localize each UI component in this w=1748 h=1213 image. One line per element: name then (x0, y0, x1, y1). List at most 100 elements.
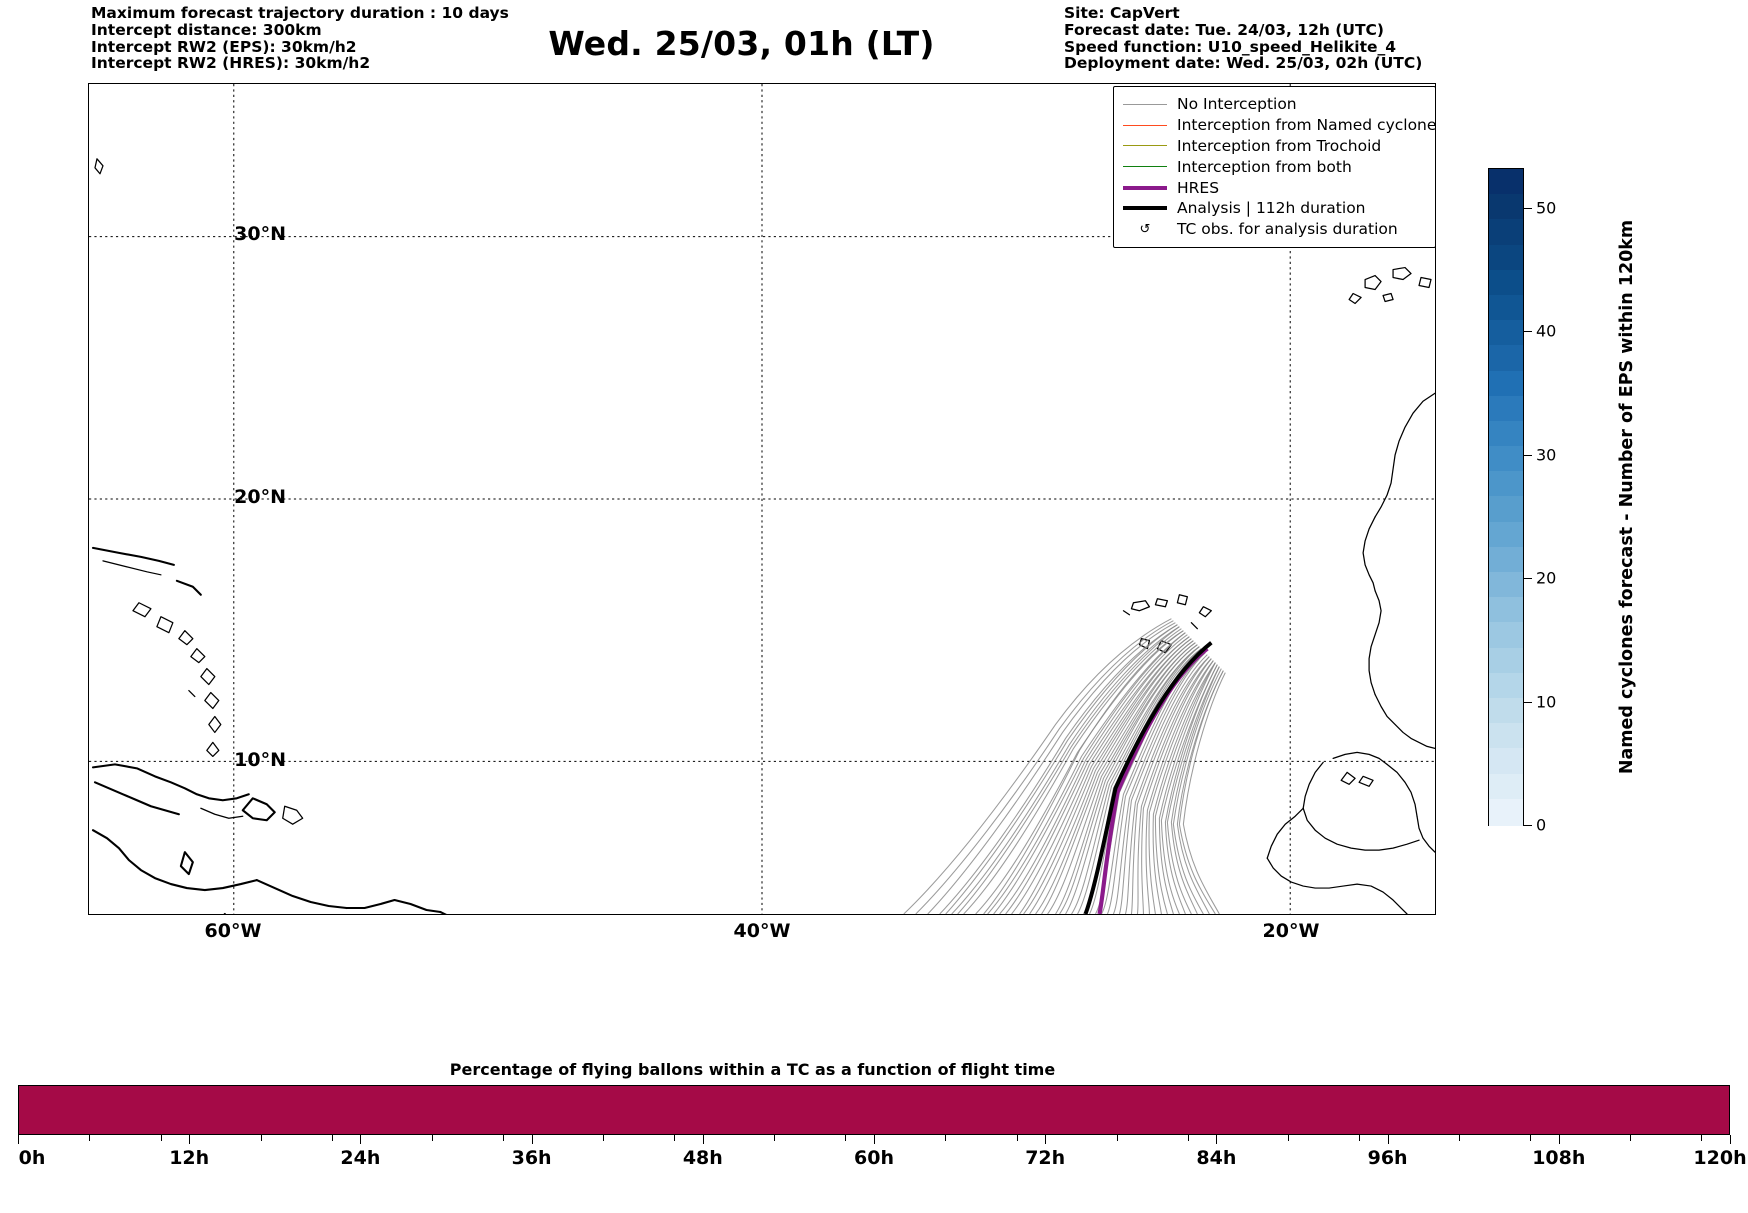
legend-line-swatch (1122, 206, 1168, 211)
legend-item-analysis[interactable]: Analysis | 112h duration (1122, 198, 1425, 219)
colorbar-tick-0 (1524, 825, 1532, 826)
bottom-label-60h: 60h (854, 1147, 894, 1169)
legend-line-swatch (1122, 124, 1168, 126)
bottom-tick-108h (1558, 1135, 1560, 1144)
legend-label: HRES (1177, 178, 1220, 197)
colorbar-tick-50 (1524, 208, 1532, 209)
coastline-caribbean (91, 158, 447, 914)
map-ylabel-30n: 30°N (234, 223, 286, 245)
bottom-tick-minor (431, 1135, 433, 1141)
bottom-label-72h: 72h (1025, 1147, 1066, 1169)
map-legend[interactable]: No Interception Interception from Named … (1113, 86, 1436, 248)
bottom-tick-minor (1701, 1135, 1703, 1141)
bottom-tick-minor (1016, 1135, 1018, 1141)
analysis-track (1083, 641, 1213, 914)
bottom-tick-minor (1359, 1135, 1360, 1141)
bottom-tick-72h (1045, 1135, 1047, 1144)
colorbar-ticklabel-40: 40 (1536, 321, 1557, 341)
coastline-west-africa (1266, 392, 1435, 914)
bottom-tick-minor (674, 1135, 676, 1141)
bottom-tick-minor (1530, 1135, 1532, 1141)
progress-track[interactable] (18, 1085, 1730, 1135)
legend-line-swatch (1122, 185, 1168, 190)
legend-label: Interception from both (1177, 157, 1352, 176)
legend-item-no-interception[interactable]: No Interception (1122, 94, 1425, 115)
bottom-tick-minor (1458, 1135, 1460, 1141)
header-left-info: Maximum forecast trajectory duration : 1… (91, 5, 611, 72)
bottom-tick-minor (260, 1135, 262, 1141)
bottom-tick-96h (1387, 1135, 1389, 1144)
bottom-tick-minor (1287, 1135, 1289, 1141)
legend-label: Interception from Named cyclone (1177, 116, 1437, 135)
page-title: Wed. 25/03, 01h (LT) (548, 24, 935, 63)
header-speed-function: Speed function: U10_speed_Helikite_4 (1064, 37, 1397, 56)
legend-line-swatch (1122, 103, 1168, 105)
bottom-tick-24h (360, 1135, 362, 1144)
colorbar-container[interactable]: 50 40 30 20 10 0 (1488, 168, 1556, 835)
legend-label: No Interception (1177, 95, 1297, 114)
header-right-info: Site: CapVert Forecast date: Tue. 24/03,… (1064, 5, 1484, 72)
bottom-label-84h: 84h (1196, 1147, 1237, 1169)
bottom-label-0h: 0h (18, 1147, 46, 1169)
bottom-tick-36h (531, 1135, 533, 1144)
colorbar-title-text: Named cyclones forecast - Number of EPS … (1617, 219, 1637, 775)
bottom-tick-minor (845, 1135, 847, 1141)
bottom-label-12h: 12h (169, 1147, 210, 1169)
header-forecast-date: Forecast date: Tue. 24/03, 12h (UTC) (1064, 20, 1385, 39)
legend-label: Analysis | 112h duration (1177, 199, 1366, 218)
cyclone-marker-icon: ↺ (1122, 223, 1168, 236)
colorbar-tick-20 (1524, 578, 1532, 579)
map-xlabel-60w: 60°W (204, 920, 262, 942)
map-xlabel-20w: 20°W (1262, 920, 1320, 942)
ensemble-trajectories (903, 618, 1226, 914)
bottom-label-36h: 36h (511, 1147, 552, 1169)
colorbar-ticklabel-20: 20 (1536, 568, 1557, 588)
map-canvas (89, 84, 1435, 914)
bottom-tick-minor (1630, 1135, 1632, 1141)
bottom-tick-minor (774, 1135, 776, 1141)
bottom-label-24h: 24h (340, 1147, 381, 1169)
flight-time-progress-axis[interactable]: 0h 12h 24h 36h 48h 60h 72h 84h 96h 108h … (18, 1085, 1747, 1169)
bottom-tick-120h (1730, 1135, 1731, 1144)
coastline-canary-islands (1348, 266, 1432, 305)
header-left-line-4: Intercept RW2 (HRES): 30km/h2 (91, 54, 371, 73)
bottom-tick-minor (945, 1135, 947, 1141)
progress-fill (19, 1086, 1729, 1134)
legend-line-swatch (1122, 145, 1168, 147)
legend-item-both[interactable]: Interception from both (1122, 156, 1425, 177)
bottom-bar-title: Percentage of flying ballons within a TC… (449, 1060, 1056, 1079)
header-left-line-2: Intercept distance: 300km (91, 20, 322, 39)
bottom-tick-84h (1216, 1135, 1218, 1144)
legend-item-named-cyclone[interactable]: Interception from Named cyclone (1122, 115, 1436, 136)
bottom-label-120h: 120h (1693, 1147, 1747, 1169)
legend-item-tc-obs[interactable]: ↺ TC obs. for analysis duration (1122, 219, 1425, 240)
bottom-label-48h: 48h (682, 1147, 723, 1169)
colorbar-tick-30 (1524, 455, 1532, 456)
cyclone-glyph: ↺ (1139, 221, 1151, 237)
colorbar-ticklabel-50: 50 (1536, 198, 1557, 218)
colorbar-axis-title: Named cyclones forecast - Number of EPS … (1612, 168, 1642, 826)
legend-label: TC obs. for analysis duration (1177, 220, 1398, 239)
legend-item-trochoid[interactable]: Interception from Trochoid (1122, 136, 1425, 157)
colorbar-ticklabel-0: 0 (1536, 815, 1547, 835)
legend-item-hres[interactable]: HRES (1122, 177, 1425, 198)
bottom-tick-minor (1187, 1135, 1189, 1141)
bottom-tick-0h (18, 1135, 19, 1144)
colorbar-gradient (1488, 168, 1524, 826)
header-deployment-date: Deployment date: Wed. 25/03, 02h (UTC) (1064, 54, 1423, 73)
colorbar-tick-40 (1524, 331, 1532, 332)
map-xlabel-40w: 40°W (733, 920, 791, 942)
bottom-label-108h: 108h (1532, 1147, 1586, 1169)
bottom-tick-minor (602, 1135, 604, 1141)
map-ylabel-10n: 10°N (234, 749, 286, 771)
bottom-tick-minor (89, 1135, 91, 1141)
bottom-tick-48h (702, 1135, 704, 1144)
header-left-line-1: Maximum forecast trajectory duration : 1… (91, 4, 509, 22)
bottom-tick-minor (331, 1135, 333, 1141)
bottom-label-96h: 96h (1367, 1147, 1408, 1169)
colorbar-ticklabel-10: 10 (1536, 692, 1557, 712)
colorbar-tick-10 (1524, 702, 1532, 703)
legend-line-swatch (1122, 166, 1168, 168)
header-site: Site: CapVert (1064, 4, 1180, 22)
bottom-tick-minor (1116, 1135, 1118, 1141)
